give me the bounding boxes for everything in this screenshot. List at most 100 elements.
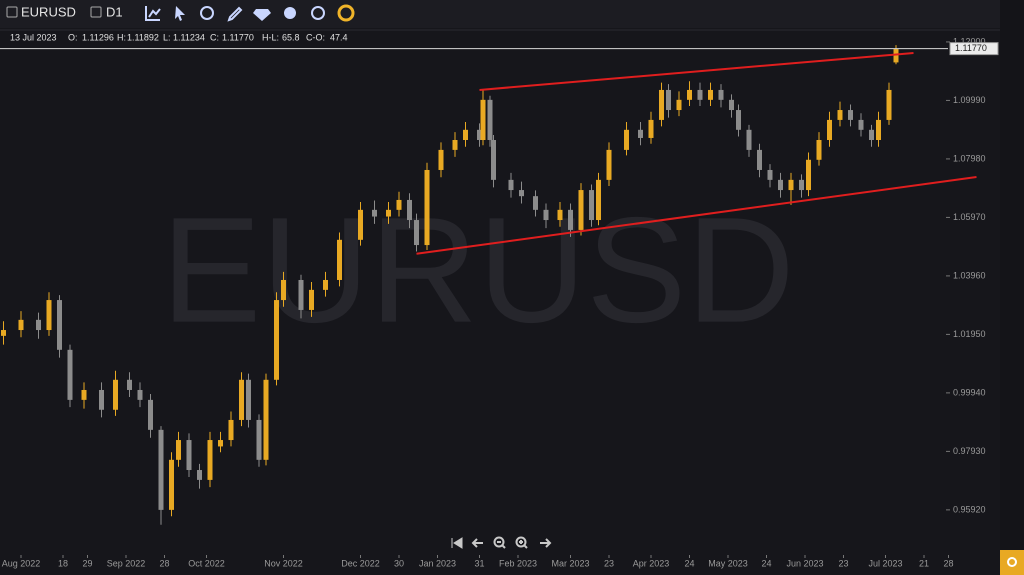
candle-body: [228, 419, 234, 441]
candle-body: [557, 209, 563, 221]
candle-body: [876, 119, 881, 141]
candle-body: [99, 389, 104, 410]
info-value: 47.4: [330, 32, 348, 42]
x-tick-label: Aug 2022: [2, 558, 41, 568]
nav-back[interactable]: [471, 538, 483, 548]
candle-body: [452, 140, 458, 150]
x-tick-label: Sep 2022: [107, 558, 146, 568]
candle-body: [127, 379, 132, 390]
candle-body: [848, 110, 853, 120]
candle-body: [767, 169, 773, 180]
candle-body: [480, 99, 486, 141]
x-tick-label: Oct 2022: [188, 558, 225, 568]
candle-body: [858, 119, 864, 130]
candle-body: [799, 179, 804, 191]
candle-body: [372, 209, 377, 217]
x-tick-label: 28: [943, 558, 953, 568]
y-tick-label: 1.01950: [953, 329, 986, 339]
candle-body: [274, 300, 279, 380]
y-tick-label: 0.95920: [953, 504, 986, 514]
candle-body: [543, 209, 549, 221]
candle-body: [36, 319, 41, 331]
y-tick-label: 1.03960: [953, 270, 986, 280]
settings-button-icon: [1007, 557, 1017, 567]
y-tick-label: 0.97930: [953, 446, 986, 456]
info-label: C:: [210, 32, 219, 42]
diamond-icon[interactable]: [253, 9, 271, 21]
candle-body: [81, 389, 87, 400]
candle-body: [239, 379, 244, 420]
x-tick-label: Nov 2022: [264, 558, 303, 568]
settings-icon[interactable]: [284, 7, 296, 19]
candle-body: [281, 279, 286, 301]
zoom-in[interactable]: [515, 536, 528, 549]
candle-body: [687, 89, 692, 100]
candle-body: [697, 89, 703, 100]
candle-body: [519, 190, 524, 197]
candle-body: [218, 440, 223, 447]
timeframe-checkbox[interactable]: [90, 6, 102, 18]
zoom-out[interactable]: [493, 536, 506, 549]
nav-forward[interactable]: [540, 538, 552, 548]
x-tick-label: 29: [82, 558, 92, 568]
candle-body: [438, 149, 444, 170]
candle-body: [256, 419, 262, 460]
info-label: L:: [163, 32, 171, 42]
symbol-checkbox[interactable]: [6, 6, 18, 18]
candle-body: [323, 279, 328, 290]
info-label: H-L:: [262, 32, 279, 42]
candle-body: [589, 190, 594, 221]
candle-body: [606, 149, 612, 180]
candle-body: [46, 300, 52, 331]
candle-body: [309, 289, 314, 310]
x-tick-label: 24: [761, 558, 771, 568]
candle-body: [298, 279, 304, 310]
candle-body: [869, 129, 874, 141]
candle-body: [386, 209, 391, 217]
candle-body: [487, 99, 493, 141]
info-value: 1.11234: [173, 32, 205, 42]
x-tick-label: Apr 2023: [633, 558, 670, 568]
x-tick-label: Jun 2023: [786, 558, 823, 568]
x-tick-label: 23: [838, 558, 848, 568]
candle-body: [837, 110, 843, 120]
candle-body: [246, 379, 251, 420]
y-tick-label: 1.12000: [953, 36, 986, 46]
target-icon[interactable]: [311, 6, 325, 20]
candle-body: [263, 379, 269, 460]
candle-body: [666, 89, 671, 111]
info-date: 13 Jul 2023: [10, 32, 57, 42]
info-value: 1.11296: [82, 32, 114, 42]
nav-start[interactable]: [451, 537, 463, 549]
side-strip: [1000, 0, 1024, 575]
candle-body: [659, 89, 664, 120]
trendline: [479, 51, 914, 91]
x-tick-label: May 2023: [708, 558, 748, 568]
candle-body: [827, 119, 832, 141]
timeframe[interactable]: D1: [106, 4, 123, 19]
candle-body: [708, 89, 713, 100]
chart-type-icon[interactable]: [145, 6, 161, 21]
candle-body: [746, 129, 752, 150]
candle-body: [816, 140, 822, 160]
candle-body: [736, 110, 741, 130]
candle-body: [57, 300, 62, 350]
tool-icons: [145, 4, 355, 22]
x-tick-label: Mar 2023: [551, 558, 589, 568]
logo-icon[interactable]: [337, 4, 355, 22]
candle-body: [396, 199, 402, 210]
symbol[interactable]: EURUSD: [21, 4, 76, 19]
info-value: 1.11892: [127, 32, 159, 42]
cursor-icon[interactable]: [175, 6, 185, 21]
candle-body: [148, 399, 153, 430]
settings-button[interactable]: [1000, 550, 1024, 575]
candle-body: [533, 196, 538, 210]
compass-icon[interactable]: [200, 6, 214, 20]
y-tick-label: 0.99940: [953, 387, 986, 397]
draw-icon[interactable]: [227, 6, 243, 22]
x-tick-label: 18: [58, 558, 68, 568]
candle-body: [676, 99, 682, 111]
info-value: 65.8: [282, 32, 300, 42]
candle-body: [624, 129, 629, 150]
candle-body: [886, 89, 892, 120]
